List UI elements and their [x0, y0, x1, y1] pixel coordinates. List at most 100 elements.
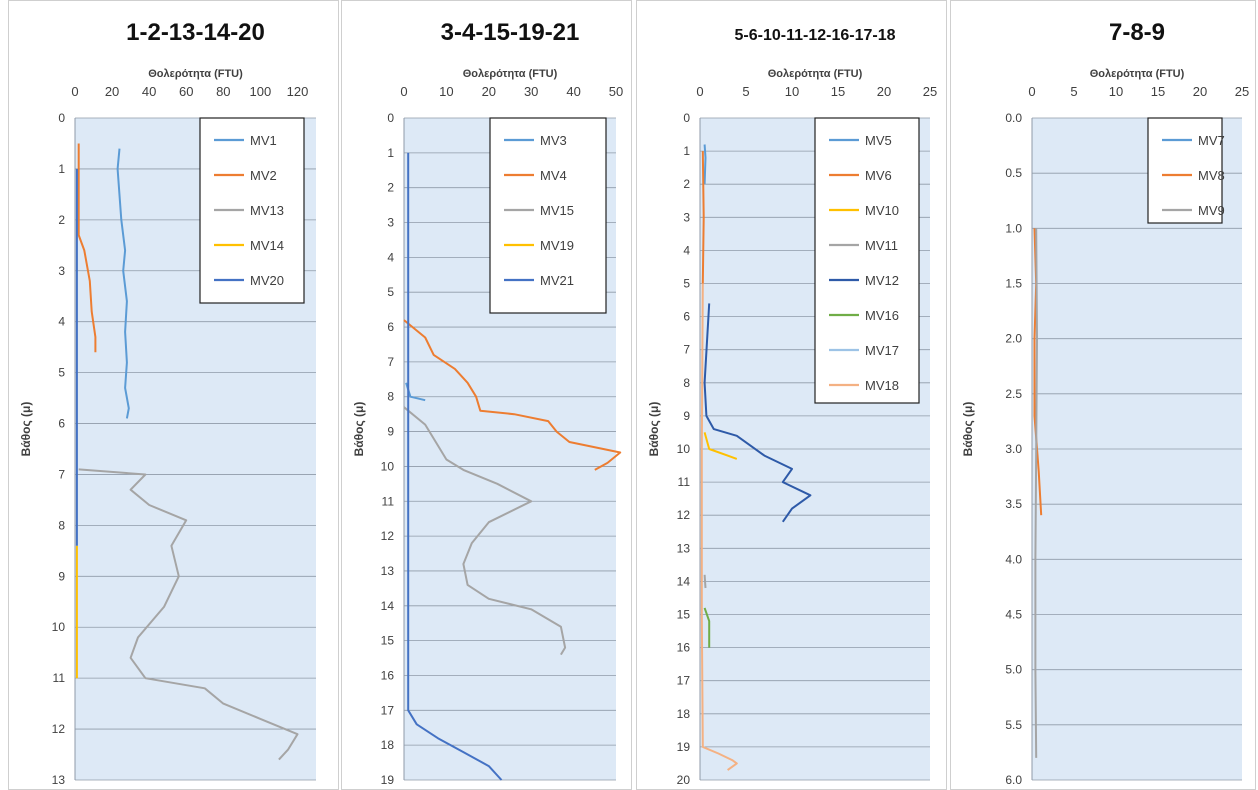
y-tick-label: 16: [677, 641, 691, 655]
x-tick-label: 10: [1109, 84, 1123, 99]
y-tick-label: 1.0: [1005, 221, 1022, 235]
legend-entry: MV3: [540, 133, 567, 148]
x-tick-label: 15: [1151, 84, 1165, 99]
series-line-mv4: [403, 319, 622, 471]
series-line-mv12: [703, 303, 812, 523]
legend-entry: MV5: [865, 133, 892, 148]
y-tick-label: 2: [58, 213, 65, 227]
y-tick-label: 18: [381, 738, 395, 752]
y-axis-label: Βάθος (μ): [647, 402, 661, 457]
legend: MV5 MV6 MV10 MV11 MV12 MV16 MV17 MV18: [814, 117, 920, 404]
y-tick-label: 17: [677, 674, 691, 688]
x-tick-label: 50: [609, 84, 623, 99]
y-tick-label: 0: [387, 111, 394, 125]
y-tick-label: 15: [677, 608, 691, 622]
series-line-mv5: [703, 144, 707, 185]
x-tick-label: 20: [877, 84, 891, 99]
legend: MV7 MV8 MV9: [1147, 117, 1225, 224]
legend-entry: MV11: [865, 238, 898, 253]
x-tick-label: 10: [439, 84, 453, 99]
y-tick-label: 16: [381, 668, 395, 682]
y-tick-label: 3.5: [1005, 497, 1022, 511]
y-tick-label: 5.0: [1005, 663, 1022, 677]
legend: MV1 MV2 MV13 MV14 MV20: [199, 117, 305, 304]
y-tick-label: 6.0: [1005, 773, 1022, 787]
series-line-mv2: [77, 143, 97, 353]
y-tick-label: 19: [677, 740, 691, 754]
legend-entry: MV20: [250, 273, 284, 288]
x-tick-label: 20: [105, 84, 119, 99]
legend-entry: MV7: [1198, 133, 1225, 148]
x-tick-label: 100: [250, 84, 272, 99]
legend-entry: MV21: [540, 273, 574, 288]
y-tick-label: 9: [58, 569, 65, 583]
y-tick-label: 19: [381, 773, 395, 787]
legend-entry: MV1: [250, 133, 277, 148]
x-tick-label: 0: [1028, 84, 1035, 99]
y-tick-label: 3: [58, 264, 65, 278]
x-tick-label: 0: [696, 84, 703, 99]
chart-title: 1-2-13-14-20: [126, 19, 265, 46]
y-tick-label: 2.5: [1005, 387, 1022, 401]
x-tick-label: 25: [1235, 84, 1249, 99]
y-tick-label: 12: [52, 722, 66, 736]
y-tick-label: 7: [58, 467, 65, 481]
x-tick-label: 10: [785, 84, 799, 99]
y-tick-label: 2.0: [1005, 332, 1022, 346]
y-tick-label: 3: [683, 210, 690, 224]
y-tick-label: 14: [381, 599, 395, 613]
y-tick-label: 13: [381, 564, 395, 578]
y-tick-label: 17: [381, 703, 395, 717]
series-line-mv16: [703, 607, 711, 648]
x-tick-label: 40: [566, 84, 580, 99]
x-tick-label: 30: [524, 84, 538, 99]
legend: MV3 MV4 MV15 MV19 MV21: [489, 117, 607, 314]
legend-box: [199, 117, 305, 304]
y-tick-label: 10: [677, 442, 691, 456]
y-tick-label: 8: [683, 376, 690, 390]
legend-entry: MV14: [250, 238, 284, 253]
y-tick-label: 4.0: [1005, 552, 1022, 566]
x-tick-label: 60: [179, 84, 193, 99]
x-axis-label: Θολερότητα (FTU): [1090, 68, 1185, 80]
y-axis-label: Βάθος (μ): [961, 402, 975, 457]
chart-panel-4: 0.0 0.5 1.0 1.5 2.0 2.5 3.0 3.5 4.0 4.5 5.0 5.5 6.0 0…: [950, 0, 1256, 790]
series-line-mv13: [78, 468, 299, 761]
y-tick-label: 4: [58, 315, 65, 329]
y-axis-label: Βάθος (μ): [352, 402, 366, 457]
series-line-mv21: [407, 152, 503, 781]
legend-entry: MV12: [865, 273, 899, 288]
x-tick-label: 20: [1193, 84, 1207, 99]
legend-entry: MV13: [250, 203, 284, 218]
y-tick-label: 12: [381, 529, 395, 543]
legend-entry: MV15: [540, 203, 574, 218]
x-tick-label: 5: [742, 84, 749, 99]
series-line-mv15: [403, 406, 567, 656]
series-line-mv9: [1034, 228, 1038, 758]
y-tick-label: 4: [683, 243, 690, 257]
y-tick-label: 10: [381, 459, 395, 473]
y-tick-label: 7: [387, 355, 394, 369]
y-tick-label: 0: [683, 111, 690, 125]
chart-title: 5-6-10-11-12-16-17-18: [735, 27, 896, 44]
legend-entry: MV4: [540, 168, 567, 183]
x-axis-label: Θολερότητα (FTU): [148, 68, 243, 80]
y-tick-label: 11: [678, 475, 691, 489]
x-tick-label: 20: [482, 84, 496, 99]
y-tick-label: 10: [52, 620, 66, 634]
y-tick-label: 14: [677, 574, 691, 588]
y-tick-label: 13: [677, 541, 691, 555]
series-line-mv10: [703, 432, 738, 460]
y-tick-label: 18: [677, 707, 691, 721]
y-tick-label: 5: [683, 277, 690, 291]
y-tick-label: 20: [677, 773, 691, 787]
legend-entry: MV18: [865, 378, 899, 393]
y-tick-label: 5.5: [1005, 718, 1022, 732]
y-tick-label: 6: [58, 417, 65, 431]
series-line-mv6: [701, 151, 705, 284]
y-axis-label: Βάθος (μ): [19, 402, 33, 457]
x-tick-label: 15: [831, 84, 845, 99]
